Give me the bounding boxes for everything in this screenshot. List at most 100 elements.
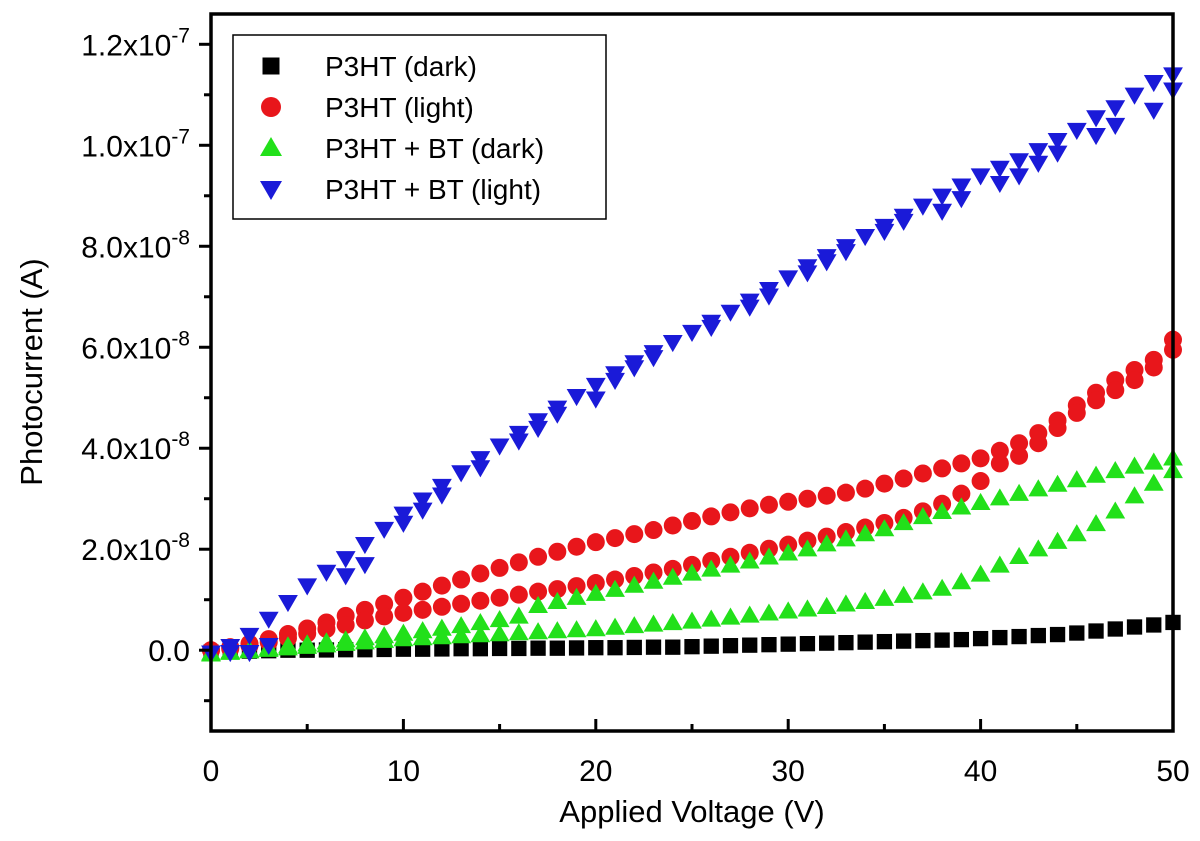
data-point	[798, 489, 817, 508]
data-point	[952, 484, 971, 503]
series-2	[202, 330, 1182, 660]
y-axis-title: Photocurrent (A)	[14, 258, 49, 485]
data-point	[509, 553, 528, 572]
data-point	[490, 588, 509, 607]
data-point	[836, 594, 856, 612]
data-point	[434, 641, 450, 657]
data-point	[836, 244, 856, 262]
data-point	[278, 595, 298, 613]
data-point	[740, 499, 759, 518]
data-point	[1047, 133, 1068, 151]
data-point	[1028, 479, 1049, 497]
data-point	[951, 191, 972, 209]
data-point	[761, 637, 777, 653]
data-point	[374, 630, 395, 648]
data-point	[701, 559, 722, 577]
data-point	[451, 626, 472, 644]
series-3	[201, 448, 1183, 662]
data-point	[1028, 155, 1049, 173]
data-point	[412, 492, 433, 510]
data-point	[932, 203, 953, 221]
data-point	[990, 441, 1009, 460]
legend-item: P3HT + BT (dark)	[260, 133, 544, 164]
data-point	[1066, 524, 1087, 542]
data-point	[548, 580, 567, 599]
data-point	[951, 178, 972, 196]
data-point	[567, 577, 586, 596]
data-point	[413, 600, 432, 619]
data-point	[952, 454, 971, 473]
data-point	[625, 525, 644, 544]
data-point	[316, 635, 337, 653]
data-point	[971, 472, 990, 491]
data-point	[1010, 434, 1029, 453]
data-point	[895, 633, 912, 649]
data-point	[530, 640, 546, 656]
data-markers	[201, 67, 1183, 663]
data-point	[816, 254, 837, 272]
data-point	[1105, 117, 1126, 135]
data-point	[972, 630, 989, 647]
data-point	[778, 270, 799, 288]
data-point	[1011, 628, 1027, 645]
data-point	[797, 265, 818, 283]
data-point	[874, 588, 895, 606]
data-point	[722, 638, 739, 654]
data-point	[414, 641, 431, 657]
data-point	[606, 529, 625, 548]
data-point	[970, 168, 991, 186]
data-point	[1067, 403, 1086, 422]
data-point	[585, 377, 606, 396]
data-point	[451, 465, 472, 483]
legend-item: P3HT (light)	[261, 92, 474, 123]
data-point	[452, 594, 471, 613]
data-point	[355, 536, 375, 555]
data-point	[605, 372, 625, 390]
data-point	[1010, 446, 1029, 465]
data-point	[1030, 627, 1046, 644]
data-point	[585, 391, 606, 409]
data-point	[645, 639, 662, 655]
data-point	[643, 614, 664, 632]
data-point	[585, 619, 606, 637]
data-point	[1143, 102, 1164, 120]
data-point	[471, 591, 490, 610]
data-point	[912, 198, 933, 216]
data-point	[836, 483, 855, 502]
data-point	[1143, 473, 1164, 491]
data-point	[470, 460, 491, 478]
data-point	[816, 534, 837, 552]
legend-marker	[260, 137, 282, 156]
data-point	[932, 501, 953, 520]
data-point	[1086, 127, 1106, 146]
data-point	[1086, 514, 1106, 532]
data-point	[566, 587, 587, 605]
legend-label: P3HT (dark)	[325, 51, 477, 82]
data-point	[624, 360, 645, 378]
data-point	[662, 613, 683, 631]
data-point	[1047, 531, 1068, 549]
data-point	[951, 572, 972, 590]
data-point	[662, 335, 683, 353]
data-point	[258, 637, 279, 656]
data-point	[1047, 474, 1068, 492]
data-point	[874, 223, 895, 242]
data-point	[1086, 465, 1106, 483]
data-point	[1124, 456, 1145, 474]
data-point	[759, 495, 778, 514]
data-point	[703, 638, 719, 654]
data-point	[742, 637, 758, 653]
data-point	[220, 645, 241, 663]
data-point	[605, 617, 625, 635]
data-point	[912, 582, 933, 600]
data-point	[528, 622, 548, 640]
data-point	[586, 574, 605, 593]
data-point	[431, 487, 452, 505]
legend-label: P3HT + BT (light)	[325, 174, 541, 205]
data-point	[508, 606, 529, 624]
data-point	[316, 564, 337, 582]
data-point	[721, 503, 740, 522]
x-tick-label: 40	[964, 755, 997, 788]
data-point	[528, 420, 548, 438]
data-point	[836, 529, 856, 547]
